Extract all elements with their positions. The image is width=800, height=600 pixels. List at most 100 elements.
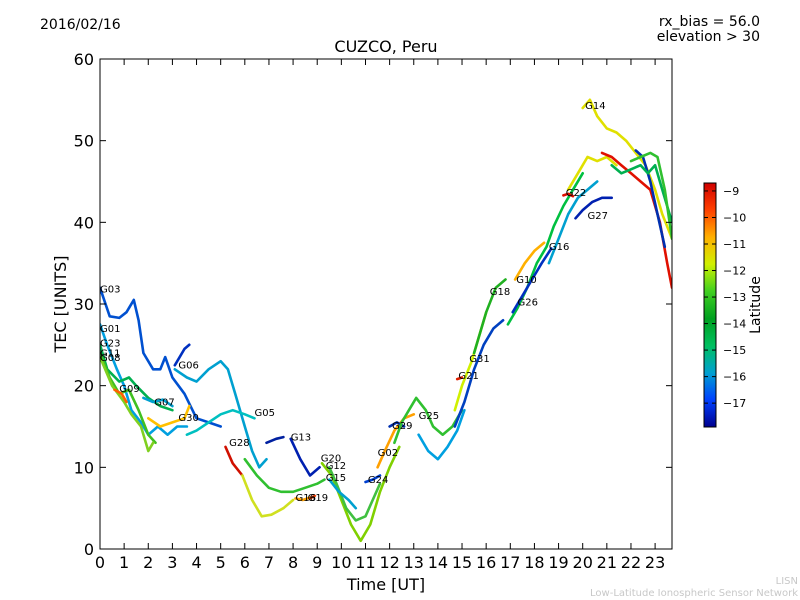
- series-line-18: [320, 445, 401, 543]
- colorbar-tick-label-3: −12: [723, 265, 746, 278]
- x-tick-label-17: 17: [500, 553, 520, 572]
- satellite-label-4: G08: [100, 353, 120, 364]
- satellite-label-27: G22: [566, 188, 586, 199]
- x-tick-label-4: 4: [191, 553, 201, 572]
- colorbar-tick-label-4: −13: [723, 291, 746, 304]
- satellite-label-6: G07: [154, 397, 174, 408]
- series-line-0: [100, 286, 222, 428]
- latitude-colorbar: −9 −10 −11 −12 −13 −14 −15 −16 −17 Latitude: [703, 182, 764, 428]
- x-tick-label-0: 0: [95, 553, 105, 572]
- x-tick-label-16: 16: [476, 553, 496, 572]
- series-line-7: [147, 404, 191, 428]
- series-line-30: [513, 241, 546, 281]
- x-tick-label-23: 23: [645, 553, 665, 572]
- y-axis: 0 10 20 30 40 50 60: [74, 50, 672, 559]
- satellite-label-14: G15: [326, 473, 346, 484]
- footer-network-name: Low-Latitude Ionospheric Sensor Network: [590, 588, 798, 599]
- series-line-32: [511, 247, 553, 314]
- series-line-41: [629, 151, 672, 240]
- series-line-20: [328, 478, 358, 510]
- series-line-33: [547, 180, 599, 265]
- y-tick-label-4: 40: [74, 213, 94, 232]
- x-tick-label-21: 21: [597, 553, 617, 572]
- x-tick-label-15: 15: [452, 553, 472, 572]
- satellite-label-19: G29: [392, 421, 412, 432]
- satellite-label-18: G02: [378, 448, 398, 459]
- series-line-37: [581, 98, 672, 240]
- satellite-label-20: G25: [419, 411, 439, 422]
- satellite-label-9: G05: [255, 408, 275, 419]
- series-line-15: [243, 457, 326, 494]
- series-line-5: [113, 388, 128, 404]
- series-line-25: [417, 408, 466, 461]
- x-tick-label-20: 20: [573, 553, 593, 572]
- satellite-label-22: G31: [469, 354, 489, 365]
- series-line-24: [393, 396, 464, 445]
- series-line-9: [173, 359, 268, 469]
- series-line-19: [328, 466, 382, 522]
- series-line-16: [294, 496, 312, 502]
- satellite-label-28: G27: [588, 211, 608, 222]
- colorbar-tick-label-2: −11: [723, 238, 746, 251]
- satellite-label-21: G21: [458, 371, 478, 382]
- satellite-label-24: G10: [516, 275, 536, 286]
- rx-bias-label: rx_bias = 56.0: [658, 14, 760, 30]
- series-line-40: [610, 163, 672, 224]
- series-line-11: [265, 435, 285, 445]
- series-line-35: [566, 155, 618, 191]
- series-line-4: [100, 355, 155, 453]
- footer-network-abbrev: LISN: [775, 576, 798, 587]
- series-line-38: [600, 151, 672, 289]
- elevation-label: elevation > 30: [656, 29, 760, 45]
- series-line-39: [634, 149, 667, 249]
- chart-title: CUZCO, Peru: [334, 37, 438, 56]
- series-line-27: [453, 319, 505, 428]
- satellite-label-7: G06: [178, 361, 198, 372]
- series-line-8: [173, 343, 191, 367]
- x-tick-label-13: 13: [404, 553, 424, 572]
- x-tick-label-1: 1: [119, 553, 129, 572]
- series-line-26: [455, 376, 464, 381]
- satellite-label-16: G19: [308, 493, 328, 504]
- colorbar-tick-label-5: −14: [723, 318, 746, 331]
- series-line-12: [224, 445, 244, 477]
- satellite-label-12: G20: [321, 454, 341, 465]
- y-tick-label-5: 50: [74, 132, 94, 151]
- colorbar-tick-label-8: −17: [723, 397, 746, 410]
- colorbar-tick-label-0: −9: [723, 185, 739, 198]
- x-tick-label-14: 14: [428, 553, 448, 572]
- x-tick-label-3: 3: [167, 553, 177, 572]
- series-line-13: [241, 474, 295, 518]
- satellite-label-25: G26: [518, 298, 538, 309]
- series-line-36: [574, 196, 613, 220]
- satellite-label-23: G18: [490, 287, 510, 298]
- y-tick-label-2: 20: [74, 377, 94, 396]
- satellite-label-13: G12: [326, 461, 346, 472]
- x-tick-label-19: 19: [548, 553, 568, 572]
- x-tick-label-7: 7: [264, 553, 274, 572]
- satellite-label-8: G30: [178, 413, 198, 424]
- series-line-34: [562, 192, 575, 198]
- series-line-21: [364, 474, 382, 484]
- satellite-label-15: G16: [296, 493, 316, 504]
- satellite-label-1: G01: [100, 324, 120, 335]
- x-tick-label-5: 5: [216, 553, 226, 572]
- series-line-29: [472, 278, 507, 355]
- series-line-10: [185, 408, 256, 436]
- series-line-2: [100, 343, 174, 412]
- satellite-label-5: G09: [119, 384, 139, 395]
- x-tick-label-12: 12: [379, 553, 399, 572]
- series-line-1: [100, 323, 189, 436]
- series-line-14: [289, 437, 321, 477]
- y-tick-label-3: 30: [74, 295, 94, 314]
- x-tick-label-11: 11: [355, 553, 375, 572]
- x-axis: 0 1 2 3 4 5 6 7 8 9 10 11 12 13 14 15 16 17 18 19 20 21 22 23: [95, 59, 665, 572]
- x-tick-label-6: 6: [240, 553, 250, 572]
- x-tick-label-2: 2: [143, 553, 153, 572]
- series-layer: [100, 98, 672, 543]
- satellite-label-17: G24: [368, 475, 388, 486]
- y-tick-label-6: 60: [74, 50, 94, 69]
- series-line-6: [142, 396, 174, 408]
- satellite-label-11: G13: [291, 432, 311, 443]
